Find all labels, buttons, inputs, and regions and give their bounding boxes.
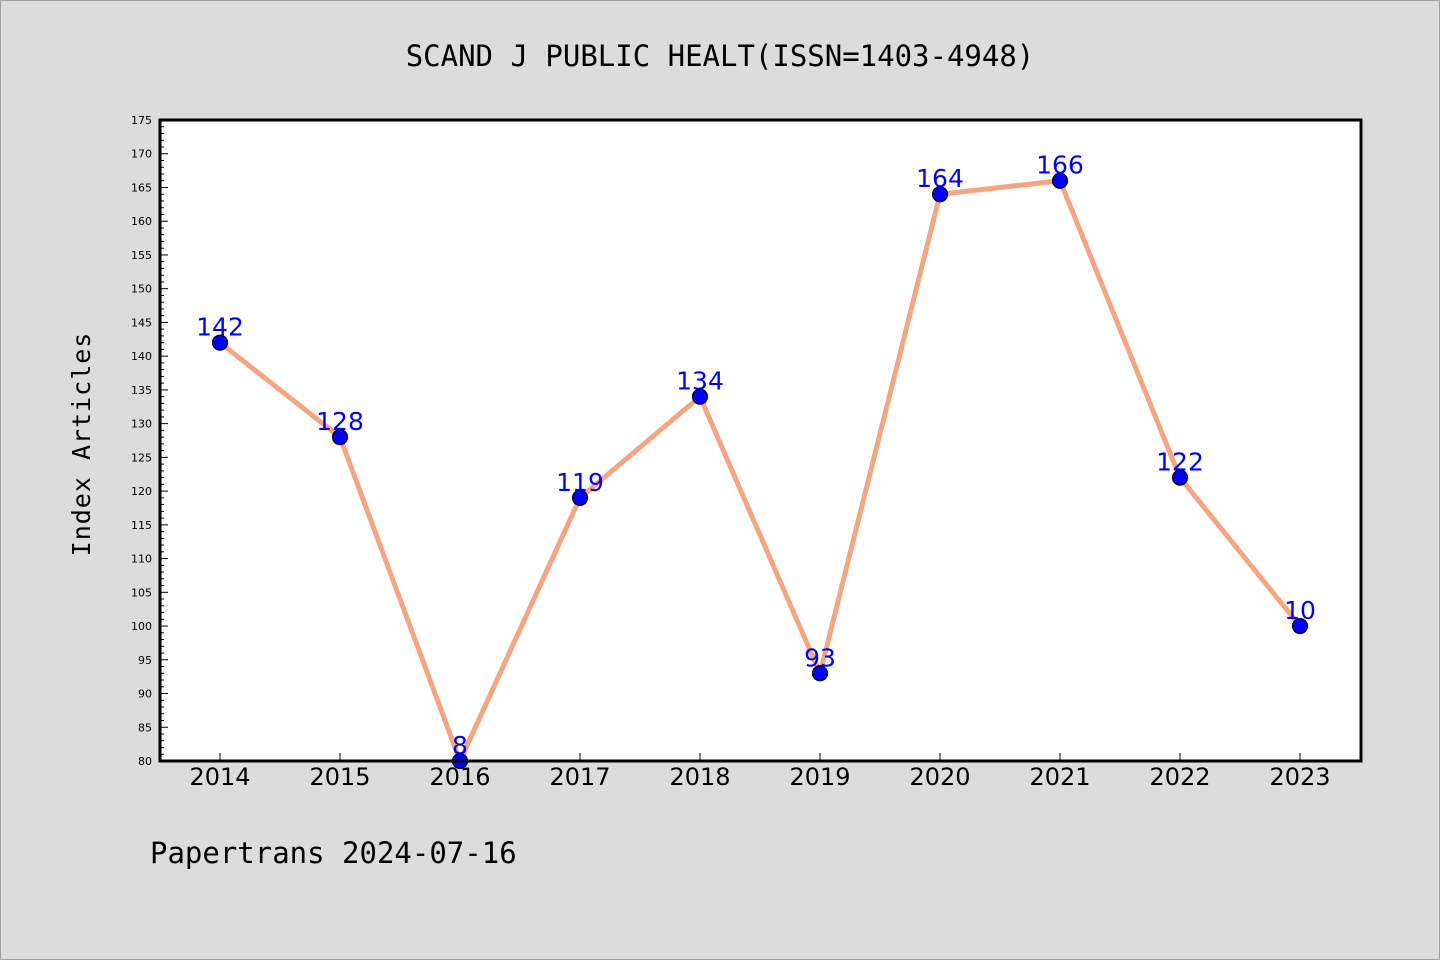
y-tick-label: 165: [131, 181, 152, 194]
y-tick-label: 85: [138, 721, 152, 734]
x-tick-label: 2022: [1149, 763, 1210, 791]
y-tick-label: 110: [131, 553, 152, 566]
x-tick-label: 2023: [1269, 763, 1330, 791]
y-tick-label: 145: [131, 316, 152, 329]
y-tick-label: 155: [131, 249, 152, 262]
x-tick-label: 2017: [549, 763, 610, 791]
data-point-marker: [1171, 469, 1189, 486]
data-label: 8: [452, 731, 468, 760]
y-tick-label: 170: [131, 148, 152, 161]
data-label: 164: [916, 164, 964, 193]
x-tick-label: 2014: [189, 763, 250, 791]
data-label: 93: [804, 643, 836, 672]
data-point-marker: [931, 186, 949, 203]
data-label: 122: [1156, 448, 1204, 477]
data-point-marker: [811, 665, 829, 682]
x-tick-label: 2020: [909, 763, 970, 791]
data-point-marker: [211, 334, 229, 351]
y-tick-label: 100: [131, 620, 152, 633]
y-tick-label: 90: [138, 688, 152, 701]
series-line: [217, 178, 1303, 764]
data-label: 10: [1284, 596, 1316, 625]
series-line-group: [217, 178, 1303, 764]
y-tick-label: 150: [131, 283, 152, 296]
data-point-marker: [1291, 617, 1309, 635]
y-tick-label: 80: [138, 755, 152, 768]
y-tick-label: 115: [131, 519, 152, 532]
data-point-marker: [1051, 172, 1069, 189]
y-tick-label: 95: [138, 654, 152, 667]
data-label: 166: [1036, 151, 1084, 180]
data-label: 128: [316, 407, 364, 436]
y-tick-label: 175: [131, 114, 152, 127]
y-tick-label: 135: [131, 384, 152, 397]
x-tick-label: 2019: [789, 763, 850, 791]
y-tick-label: 120: [131, 485, 152, 498]
x-tick-label: 2015: [309, 763, 370, 791]
data-labels-group: 142 128 8 119 134 93 164 166 122 10: [196, 151, 1316, 760]
data-label: 119: [556, 468, 604, 497]
y-axis-ticks: 80 85 90 95 100 105 110 115 120 125 130 135 140 145 15…: [131, 114, 168, 768]
y-tick-label: 160: [131, 215, 152, 228]
y-tick-label: 125: [131, 451, 152, 464]
data-point-marker: [331, 429, 349, 446]
plot-area: [160, 120, 1361, 761]
markers-group: [211, 172, 1309, 770]
y-tick-label: 130: [131, 418, 152, 431]
plot-frame: [158, 118, 1363, 763]
y-tick-label: 140: [131, 350, 152, 363]
chart-title: SCAND J PUBLIC HEALT(ISSN=1403-4948): [406, 39, 1035, 73]
x-tick-label: 2018: [669, 763, 730, 791]
x-tick-label: 2021: [1029, 763, 1090, 791]
x-axis-ticks: 2014 2015 2016 2017 2018 2019 2020 2021 2022 2023: [189, 753, 1331, 791]
data-label: 134: [676, 367, 724, 396]
y-tick-label: 105: [131, 586, 152, 599]
data-point-marker: [571, 489, 589, 506]
data-point-marker: [691, 388, 709, 405]
data-label: 142: [196, 313, 244, 342]
y-axis-label: Index Articles: [67, 332, 96, 557]
footer-credit: Papertrans 2024-07-16: [150, 836, 517, 870]
